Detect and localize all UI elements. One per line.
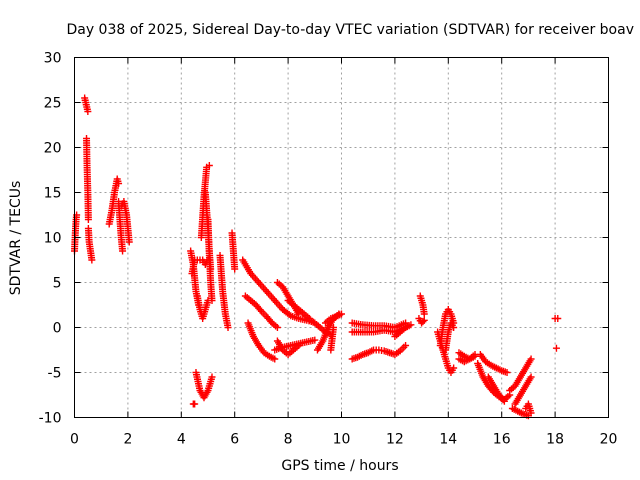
y-tick-label: 0 [53,321,62,337]
data-point [419,318,427,326]
data-point [273,324,281,331]
data-point [271,355,279,363]
y-tick-label: 20 [44,141,62,157]
data-point [499,396,507,404]
data-point [500,397,508,405]
data-point [329,324,337,331]
axis-ticks [74,57,609,418]
x-tick-label: 10 [333,432,351,448]
grid [74,57,609,418]
x-tick-label: 8 [284,432,293,448]
data-point [402,342,410,349]
data-point [450,324,458,331]
x-tick-label: 20 [600,432,618,448]
y-axis-title: SDTVAR / TECUs [8,181,24,296]
data-point [527,355,535,363]
data-point [208,373,216,381]
data-point [267,317,275,325]
y-tick-label: 30 [44,51,62,67]
x-axis-title: GPS time / hours [281,458,398,474]
data-point [527,373,535,381]
data-point [88,256,96,264]
x-tick-label: 12 [386,432,404,448]
data-point [204,297,212,304]
x-tick-label: 14 [439,432,457,448]
data-point [224,324,232,331]
data-point [311,336,319,344]
data-point [231,265,239,273]
data-point [205,162,213,169]
data-point [527,409,535,417]
x-tick-label: 16 [493,432,511,448]
data-point [407,321,415,329]
y-tick-label: 10 [44,231,62,247]
x-tick-label: 4 [177,432,186,448]
data-point [256,306,264,314]
data-point [450,364,458,372]
data-point [471,352,479,360]
x-tick-label: 0 [70,432,79,448]
data-point [338,310,345,318]
tick-labels: 0 2 4 6 8 10 12 14 16 18 20 -10 -5 0 5 10 15 20 25 30 [39,51,618,448]
x-tick-label: 2 [123,432,132,448]
data-point [119,247,127,255]
data-point [125,238,133,246]
y-tick-label: -10 [39,411,62,427]
x-tick-label: 6 [230,432,239,448]
data-point [554,315,562,322]
data-point [285,311,293,319]
data-point [84,108,92,115]
data-point [191,400,199,408]
data-point [420,316,428,324]
data-point [420,310,428,318]
data-point [305,315,313,322]
y-tick-label: 5 [53,276,62,292]
data-points [71,94,562,420]
y-tick-label: -5 [48,366,62,382]
y-tick-label: 15 [44,186,62,202]
data-point [295,342,303,349]
x-tick-label: 18 [546,432,564,448]
chart-title: Day 038 of 2025, Sidereal Day-to-day VTE… [66,22,634,38]
data-point [552,344,560,352]
data-point [115,180,123,187]
data-point [503,369,511,376]
y-tick-label: 25 [44,96,62,112]
data-point [84,216,92,223]
